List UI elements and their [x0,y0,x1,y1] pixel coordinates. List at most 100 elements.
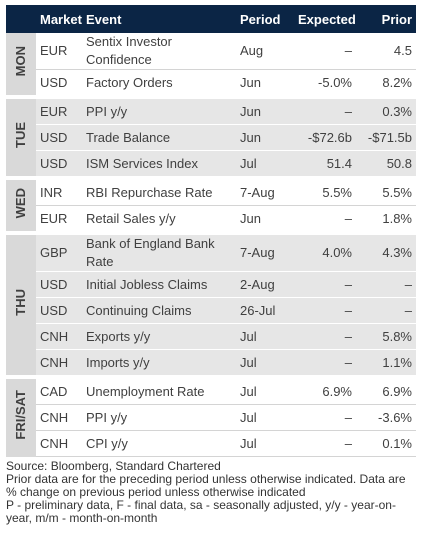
table-cell: 4.0% [294,231,356,272]
day-label: THU [13,289,28,316]
day-label: TUE [13,122,28,148]
table-cell: 4.5 [356,33,416,70]
table-row: MON EUR Sentix Investor Confidence Aug –4.5 [6,33,416,97]
table-cell: Jun [236,95,294,125]
table-cell: 5.5% [356,176,416,206]
table-cell: Jul [236,430,294,457]
table-row: USD Trade Balance Jun -$72.6b -$71.5b [6,124,416,151]
table-cell: Unemployment Rate [82,375,236,405]
table-row: USD Continuing Claims 26-Jul – – [6,297,416,324]
table-row: EUR Retail Sales y/y Jun –1.8% [6,205,416,234]
header-cell: Prior [356,5,416,33]
table-cell: 5.5% [294,176,356,206]
table-cell: Exports y/y [82,323,236,350]
table-cell: – [294,349,356,378]
day-cell: THU [6,231,36,377]
table-cell: USD [36,297,82,324]
table-cell: Factory Orders [82,69,236,98]
header-cell: Period [236,5,294,33]
day-cell: FRI/SAT [6,375,36,457]
table-cell: – [294,95,356,125]
table-cell: Initial Jobless Claims [82,271,236,298]
day-label: MON [13,46,28,77]
table-row: CNH PPI y/y Jul – -3.6% [6,404,416,431]
table-row: USD ISM Services Index Jul 51.4 50.8 [6,150,416,179]
table-row: THU GBP Bank of England Bank Rate 7-Aug 4.0%… [6,231,416,377]
table-cell: Jul [236,349,294,378]
table-cell: CNH [36,323,82,350]
table-body: MON EUR Sentix Investor Confidence Aug –4.5 U… [6,33,416,457]
table-cell: Aug [236,33,294,70]
table-cell: 5.8% [356,323,416,350]
table-cell: – [294,404,356,431]
table-cell: 7-Aug [236,231,294,272]
table-cell: EUR [36,95,82,125]
table-cell: EUR [36,33,82,70]
table-cell: -$72.6b [294,124,356,151]
table-cell: 51.4 [294,150,356,179]
table-cell: Continuing Claims [82,297,236,324]
table-cell: CNH [36,349,82,378]
table-cell: 1.1% [356,349,416,378]
header-cell: Market [36,5,82,33]
footnote: P - preliminary data, F - final data, sa… [6,498,396,525]
day-label: FRI/SAT [13,390,28,441]
table-cell: 6.9% [356,375,416,405]
table-row: WED INR RBI Repurchase Rate 7-Aug 5.5% 5.5% [6,176,416,233]
table-cell: -3.6% [356,404,416,431]
footnote: Prior data are for the preceding period … [6,472,406,499]
table-cell: Jul [236,150,294,179]
table-cell: CNH [36,430,82,457]
footnote: Source: Bloomberg, Standard Chartered [6,459,221,473]
table-cell: -5.0% [294,69,356,98]
table-cell: 2-Aug [236,271,294,298]
table-row: USD Initial Jobless Claims 2-Aug – – [6,271,416,298]
table-row: CNH CPI y/y Jul –0.1% [6,430,416,457]
table-row: USD Factory Orders Jun -5.0% 8.2% [6,69,416,98]
calendar: Market Event Period Expected Prior MON EUR Sen… [6,5,416,525]
day-cell: MON [6,33,36,97]
table-cell: PPI y/y [82,95,236,125]
table-cell: Sentix Investor Confidence [82,33,236,70]
table-cell: USD [36,271,82,298]
table-cell: – [356,271,416,298]
table-cell: – [356,297,416,324]
table-cell: – [294,33,356,70]
table-cell: USD [36,69,82,98]
table-cell: Trade Balance [82,124,236,151]
table-cell: 26-Jul [236,297,294,324]
table-cell: Jul [236,323,294,350]
table-cell: CPI y/y [82,430,236,457]
table-cell: 7-Aug [236,176,294,206]
table-cell: – [294,430,356,457]
table-cell: 8.2% [356,69,416,98]
table-cell: 6.9% [294,375,356,405]
table-cell: CAD [36,375,82,405]
table-cell: Jul [236,375,294,405]
header-cell: Expected [294,5,356,33]
table-cell: 0.3% [356,95,416,125]
header-row: Market Event Period Expected Prior [6,5,416,33]
day-label: WED [13,187,28,219]
table-cell: 4.3% [356,231,416,272]
table-cell: PPI y/y [82,404,236,431]
table-cell: EUR [36,205,82,234]
table-cell: Bank of England Bank Rate [82,231,236,272]
table-cell: – [294,271,356,298]
table-cell: -$71.5b [356,124,416,151]
footnotes: Source: Bloomberg, Standard Chartered Pri… [6,460,416,525]
table-cell: – [294,205,356,234]
table-cell: CNH [36,404,82,431]
calendar-table: Market Event Period Expected Prior MON EUR Sen… [6,5,416,457]
table-row: CNH Exports y/y Jul –5.8% [6,323,416,350]
table-cell: USD [36,150,82,179]
table-row: FRI/SAT CAD Unemployment Rate Jul 6.9% 6.9% [6,375,416,457]
table-row: CNH Imports y/y Jul –1.1% [6,349,416,378]
table-cell: USD [36,124,82,151]
table-cell: 50.8 [356,150,416,179]
header-cell [6,5,36,33]
day-cell: WED [6,176,36,233]
table-cell: GBP [36,231,82,272]
table-cell: Jun [236,205,294,234]
table-cell: 1.8% [356,205,416,234]
